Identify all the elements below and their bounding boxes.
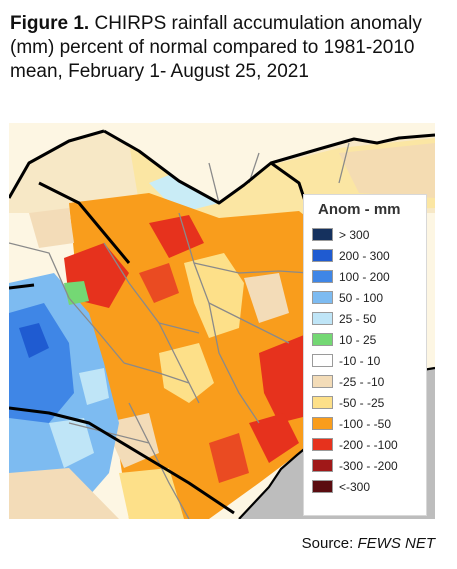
legend-swatch — [312, 438, 333, 451]
legend-item: 200 - 300 — [312, 245, 426, 266]
legend-item: -100 - -50 — [312, 413, 426, 434]
legend-swatch — [312, 333, 333, 346]
legend-swatch — [312, 396, 333, 409]
legend-label: 25 - 50 — [339, 311, 377, 326]
figure-caption: Figure 1. CHIRPS rainfall accumulation a… — [10, 12, 450, 84]
legend-item: 10 - 25 — [312, 329, 426, 350]
legend-swatch — [312, 270, 333, 283]
legend-label: -300 - -200 — [339, 458, 398, 473]
legend-swatch — [312, 228, 333, 241]
legend-label: 200 - 300 — [339, 248, 390, 263]
legend-swatch — [312, 354, 333, 367]
legend-label: > 300 — [339, 227, 370, 242]
legend-item: -10 - 10 — [312, 350, 426, 371]
legend-label: -10 - 10 — [339, 353, 381, 368]
legend-label: 100 - 200 — [339, 269, 390, 284]
legend-item: <-300 — [312, 476, 426, 497]
legend-swatch — [312, 291, 333, 304]
legend-label: -200 - -100 — [339, 437, 398, 452]
legend-item: -300 - -200 — [312, 455, 426, 476]
legend-swatch — [312, 459, 333, 472]
legend-swatch — [312, 480, 333, 493]
legend-item: > 300 — [312, 224, 426, 245]
admin-boundaries — [9, 142, 350, 519]
legend-item: -25 - -10 — [312, 371, 426, 392]
legend-swatch — [312, 375, 333, 388]
source-prefix: Source: — [301, 535, 358, 552]
legend-label: 50 - 100 — [339, 290, 384, 305]
legend-title: Anom - mm — [318, 201, 401, 218]
legend-label: <-300 — [339, 479, 371, 494]
legend-swatch — [312, 249, 333, 262]
figure-label: Figure 1. — [10, 13, 90, 34]
legend-swatch — [312, 417, 333, 430]
figure-caption-text: CHIRPS rainfall accumulation anomaly (mm… — [10, 13, 422, 82]
legend-label: 10 - 25 — [339, 332, 377, 347]
legend-swatch — [312, 312, 333, 325]
map-legend: Anom - mm > 300 200 - 300 100 - 200 50 - 10… — [303, 194, 427, 516]
legend-item: -200 - -100 — [312, 434, 426, 455]
legend-label: -25 - -10 — [339, 374, 385, 389]
legend-item: 100 - 200 — [312, 266, 426, 287]
legend-item: 25 - 50 — [312, 308, 426, 329]
legend-items: > 300 200 - 300 100 - 200 50 - 100 25 - 50 10… — [312, 224, 426, 497]
legend-item: -50 - -25 — [312, 392, 426, 413]
legend-label: -50 - -25 — [339, 395, 385, 410]
source-name: FEWS NET — [357, 535, 436, 552]
source-credit: Source: FEWS NET — [302, 535, 435, 552]
legend-item: 50 - 100 — [312, 287, 426, 308]
legend-label: -100 - -50 — [339, 416, 392, 431]
